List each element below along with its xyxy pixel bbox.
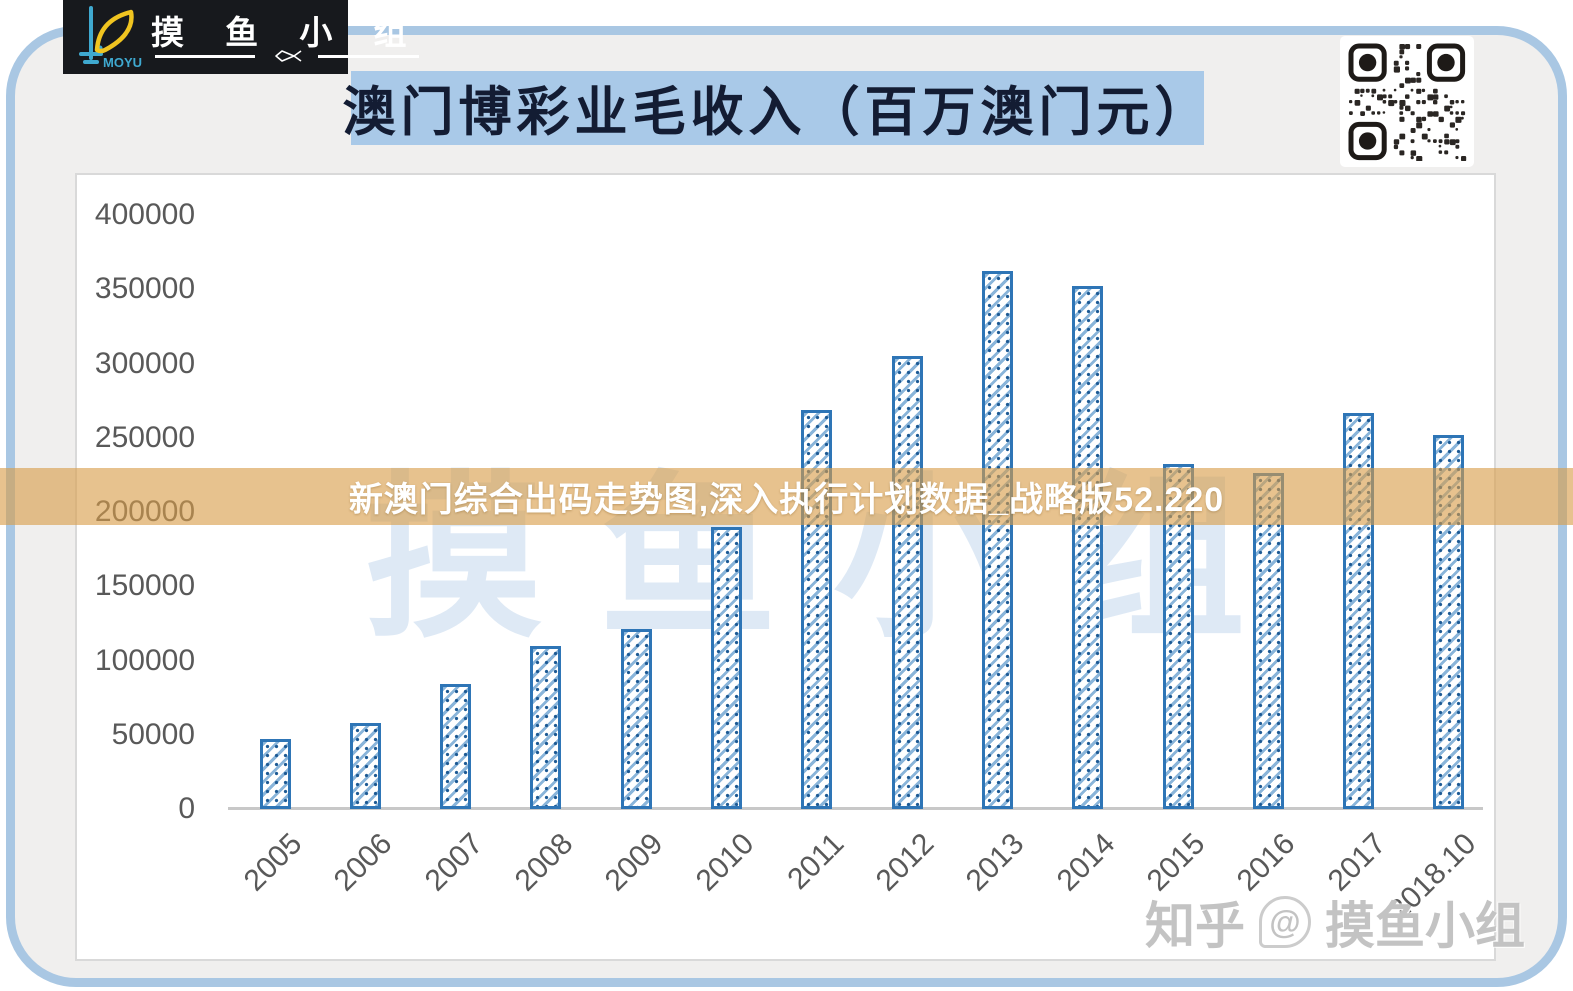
brand-logo-box: MOYU 摸 鱼 小 组	[63, 0, 419, 74]
x-tick-label: 2006	[327, 827, 399, 898]
x-tick-label: 2009	[598, 827, 670, 898]
bar-2014	[1072, 286, 1103, 809]
x-tick-label: 2010	[689, 827, 761, 898]
bar-2005	[260, 739, 291, 809]
zhihu-watermark: 知乎 @ 摸鱼小组	[1145, 886, 1525, 958]
y-tick-label: 350000	[94, 272, 195, 306]
zhihu-handle-label: 摸鱼小组	[1325, 898, 1525, 954]
bar-2009	[621, 629, 652, 809]
bar-2012	[892, 356, 923, 809]
x-axis-line	[228, 807, 1483, 810]
x-tick-label: 2013	[959, 827, 1031, 898]
y-tick-label: 100000	[94, 643, 195, 677]
x-tick-label: 2005	[237, 827, 309, 898]
x-tick-label: 2007	[418, 827, 490, 898]
bar-2008	[530, 646, 561, 809]
bar-2018.10	[1433, 435, 1464, 809]
bar-2013	[982, 271, 1013, 809]
y-tick-label: 0	[178, 792, 195, 825]
chart-panel: 摸鱼小组 05000010000015000020000025000030000…	[75, 173, 1496, 961]
x-tick-label: 2014	[1050, 827, 1122, 898]
x-tick-label: 2012	[869, 827, 941, 898]
page-title: 澳门博彩业毛收入（百万澳门元）	[342, 83, 1213, 142]
promo-overlay-text: 新澳门综合出码走势图,深入执行计划数据_战略版52.220	[348, 481, 1225, 519]
promo-overlay-banner: 新澳门综合出码走势图,深入执行计划数据_战略版52.220	[0, 468, 1573, 525]
chart-background-watermark: 摸鱼小组	[365, 459, 1301, 658]
bar-2007	[440, 684, 471, 809]
bar-2010	[711, 527, 742, 809]
qr-code-svg	[1348, 43, 1467, 161]
y-tick-label: 150000	[94, 569, 195, 603]
page-title-banner: 澳门博彩业毛收入（百万澳门元）	[343, 71, 1208, 145]
moyu-fish-hook-icon: MOYU	[73, 4, 151, 70]
logo-group-name: 摸 鱼 小 组	[151, 13, 423, 51]
qr-code	[1340, 36, 1474, 167]
x-tick-label: 2011	[781, 827, 851, 896]
y-tick-label: 250000	[94, 420, 195, 454]
bar-2016	[1253, 473, 1284, 809]
small-fish-icon	[263, 48, 310, 65]
y-tick-label: 50000	[111, 717, 195, 751]
x-tick-label: 2008	[508, 827, 580, 898]
logo-underline	[155, 48, 419, 65]
zhihu-at-bubble-icon: @	[1259, 896, 1311, 948]
zhihu-site-label: 知乎	[1145, 898, 1245, 954]
y-tick-label: 300000	[94, 346, 195, 380]
y-tick-label: 400000	[94, 198, 195, 231]
moyu-brand-text: MOYU	[103, 55, 142, 70]
bar-2006	[350, 723, 381, 809]
